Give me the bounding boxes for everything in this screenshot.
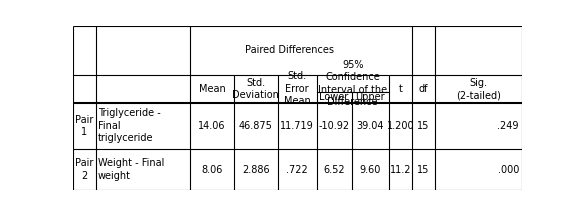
Text: Lower: Lower xyxy=(320,92,349,102)
Text: 6.52: 6.52 xyxy=(323,165,345,175)
Text: Pair
1: Pair 1 xyxy=(75,114,93,137)
Text: 39.04: 39.04 xyxy=(356,121,384,131)
Text: 11.719: 11.719 xyxy=(280,121,314,131)
Text: Paired Differences: Paired Differences xyxy=(245,45,334,55)
Text: .249: .249 xyxy=(498,121,519,131)
Text: t: t xyxy=(398,84,403,94)
Text: Sig.
(2-tailed): Sig. (2-tailed) xyxy=(456,78,501,100)
Text: Triglyceride -
Final
triglyceride: Triglyceride - Final triglyceride xyxy=(98,108,161,143)
Text: 9.60: 9.60 xyxy=(360,165,381,175)
Text: Std.
Error
Mean: Std. Error Mean xyxy=(284,71,311,106)
Text: 14.06: 14.06 xyxy=(198,121,226,131)
Text: 15: 15 xyxy=(418,165,430,175)
Text: Upper: Upper xyxy=(356,92,385,102)
Text: 46.875: 46.875 xyxy=(239,121,273,131)
Text: 11.2: 11.2 xyxy=(390,165,411,175)
Text: 8.06: 8.06 xyxy=(201,165,223,175)
Text: Pair
2: Pair 2 xyxy=(75,159,93,181)
Text: df: df xyxy=(419,84,428,94)
Text: Std.
Deviation: Std. Deviation xyxy=(233,78,279,100)
Text: .000: .000 xyxy=(498,165,519,175)
Text: Mean: Mean xyxy=(198,84,226,94)
Text: 2.886: 2.886 xyxy=(242,165,270,175)
Text: 15: 15 xyxy=(418,121,430,131)
Text: 1.200: 1.200 xyxy=(386,121,414,131)
Text: .722: .722 xyxy=(287,165,308,175)
Text: 95%
Confidence
Interval of the
Difference: 95% Confidence Interval of the Differenc… xyxy=(318,60,387,107)
Text: -10.92: -10.92 xyxy=(318,121,350,131)
Text: Weight - Final
weight: Weight - Final weight xyxy=(98,159,165,181)
